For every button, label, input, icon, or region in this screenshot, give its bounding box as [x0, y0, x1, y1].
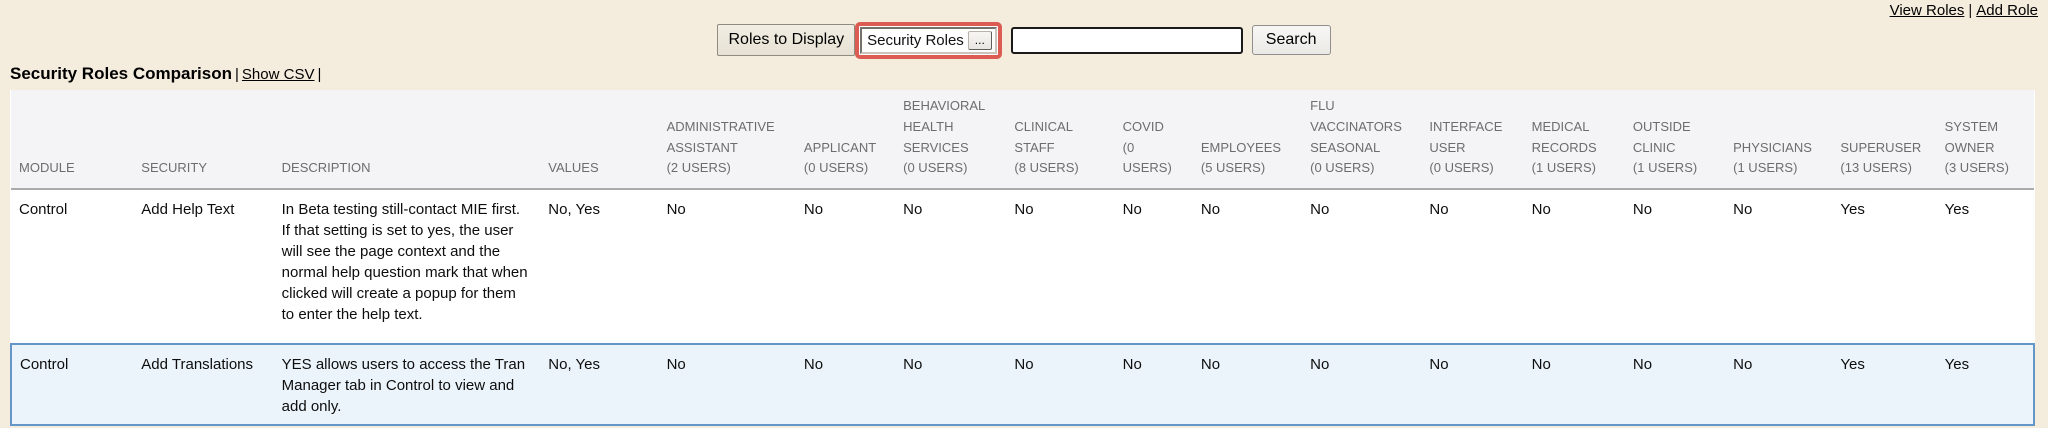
role-user-count: (3 USERS): [1944, 160, 2009, 176]
role-column-header: FLU VACCINATORS SEASONAL (0 USERS): [1302, 90, 1422, 191]
role-name: COVID: [1122, 118, 1164, 134]
description-cell: In Beta testing still-contact MIE first.…: [281, 201, 528, 324]
toolbar: Roles to Display Security Roles ... Sear…: [0, 20, 2048, 60]
security-cell: Add Translations: [133, 343, 274, 427]
role-column-header: APPLICANT (0 USERS): [795, 90, 896, 191]
role-name: CLINICAL STAFF: [1014, 118, 1073, 155]
role-name: OUTSIDE CLINIC: [1632, 118, 1691, 155]
role-value-cell: No: [1192, 343, 1303, 427]
role-value-cell: No: [903, 201, 923, 219]
role-value-cell: Yes: [1832, 343, 1937, 427]
role-user-count: (1 USERS): [1632, 160, 1698, 176]
role-user-count: (1 USERS): [1733, 160, 1798, 176]
role-value-cell: No: [1006, 343, 1115, 427]
role-user-count: (0 USERS): [1429, 160, 1494, 176]
role-value-cell: No: [1302, 343, 1422, 427]
column-header-security: SECURITY: [133, 90, 274, 191]
heading-trailing-separator: |: [317, 66, 322, 83]
role-user-count: (1 USERS): [1531, 160, 1596, 176]
role-name: SUPERUSER: [1840, 139, 1922, 155]
role-value-cell: No: [1733, 201, 1753, 219]
add-role-link[interactable]: Add Role: [1976, 2, 2038, 19]
description-cell: YES allows users to access the Tran Mana…: [273, 343, 541, 427]
role-value-cell: No: [895, 343, 1007, 427]
role-value-cell: No: [1421, 343, 1524, 427]
role-name: EMPLOYEES: [1200, 139, 1282, 155]
role-value-cell: No: [1310, 201, 1330, 219]
role-user-count: (5 USERS): [1200, 160, 1266, 176]
show-csv-link[interactable]: Show CSV: [241, 66, 315, 83]
role-value-cell: No: [1200, 201, 1221, 219]
role-user-count: (2 USERS): [666, 160, 731, 176]
role-column-header: ADMINISTRATIVE ASSISTANT (2 USERS): [658, 90, 796, 191]
role-value-cell: No: [658, 343, 796, 427]
role-column-header: MEDICAL RECORDS (1 USERS): [1523, 90, 1625, 191]
role-value-cell: Yes: [1936, 343, 2036, 427]
role-name: FLU VACCINATORS SEASONAL: [1310, 98, 1402, 155]
role-column-header: PHYSICIANS (1 USERS): [1725, 90, 1833, 191]
security-roles-table: MODULE SECURITY DESCRIPTION VALUES ADMINISTR…: [9, 90, 2036, 427]
table-header-row: MODULE SECURITY DESCRIPTION VALUES ADMINISTR…: [11, 90, 2034, 191]
role-user-count: (8 USERS): [1014, 160, 1079, 176]
role-filter-field[interactable]: Security Roles ...: [860, 26, 997, 54]
role-value-cell: No: [1632, 201, 1653, 219]
column-header-values: VALUES: [540, 90, 659, 191]
role-name: ADMINISTRATIVE ASSISTANT: [666, 118, 775, 155]
page-title: Security Roles Comparison: [10, 64, 233, 83]
role-value-cell: No: [803, 201, 824, 219]
role-name: BEHAVIORAL HEALTH SERVICES: [903, 98, 985, 155]
role-value-cell: No: [1725, 343, 1833, 427]
view-roles-link[interactable]: View Roles: [1889, 2, 1965, 19]
role-value-cell: Yes: [1840, 201, 1865, 219]
search-button[interactable]: Search: [1251, 25, 1331, 55]
role-column-header: COVID (0 USERS): [1114, 90, 1193, 191]
role-value-cell: No: [666, 201, 686, 219]
role-column-header: CLINICAL STAFF (8 USERS): [1006, 90, 1115, 191]
role-value-cell: No: [1429, 201, 1449, 219]
role-name: INTERFACE USER: [1429, 118, 1503, 155]
role-filter-value: Security Roles: [867, 31, 964, 49]
role-name: APPLICANT: [803, 139, 877, 155]
role-value-cell: No: [1114, 343, 1193, 427]
heading-separator: |: [235, 66, 239, 83]
top-links-bar: View Roles | Add Role: [0, 0, 2048, 20]
roles-to-display-button[interactable]: Roles to Display: [717, 24, 856, 56]
column-header-module: MODULE: [11, 90, 134, 191]
role-column-header: SYSTEM OWNER (3 USERS): [1936, 90, 2034, 191]
role-user-count: (0 USERS): [1310, 160, 1375, 176]
column-header-description: DESCRIPTION: [273, 90, 541, 191]
role-user-count: (13 USERS): [1840, 160, 1912, 176]
role-value-cell: No: [1531, 201, 1551, 219]
table-row[interactable]: Control Add Translations YES allows users …: [9, 343, 2036, 427]
role-name: PHYSICIANS: [1733, 139, 1812, 155]
security-cell: Add Help Text: [141, 201, 235, 219]
role-filter-browse-button[interactable]: ...: [967, 30, 992, 50]
role-value-cell: No: [1523, 343, 1625, 427]
role-value-cell: No: [1122, 201, 1142, 219]
values-cell: No, Yes: [540, 343, 659, 427]
role-name: SYSTEM OWNER: [1944, 118, 1999, 155]
top-links-separator: |: [1968, 2, 1973, 19]
role-column-header: SUPERUSER (13 USERS): [1832, 90, 1937, 191]
role-column-header: OUTSIDE CLINIC (1 USERS): [1624, 90, 1726, 191]
role-value-cell: No: [795, 343, 896, 427]
role-user-count: (0 USERS): [1122, 139, 1172, 176]
role-user-count: (0 USERS): [903, 160, 968, 176]
role-user-count: (0 USERS): [803, 160, 869, 176]
role-column-header: BEHAVIORAL HEALTH SERVICES (0 USERS): [895, 90, 1007, 191]
role-name: MEDICAL RECORDS: [1531, 118, 1597, 155]
role-value-cell: No: [1624, 343, 1726, 427]
role-filter-highlight-box: Security Roles ...: [855, 21, 1002, 59]
module-cell: Control: [9, 343, 134, 427]
module-cell: Control: [19, 201, 68, 219]
role-value-cell: Yes: [1944, 201, 1970, 219]
heading-row: Security Roles Comparison | Show CSV |: [10, 64, 2048, 86]
role-column-header: EMPLOYEES (5 USERS): [1192, 90, 1303, 191]
search-input[interactable]: [1010, 26, 1243, 54]
table-row[interactable]: Control Add Help Text In Beta testing stil…: [11, 189, 2034, 344]
role-value-cell: No: [1014, 201, 1034, 219]
values-cell: No, Yes: [548, 201, 601, 219]
role-column-header: INTERFACE USER (0 USERS): [1421, 90, 1524, 191]
